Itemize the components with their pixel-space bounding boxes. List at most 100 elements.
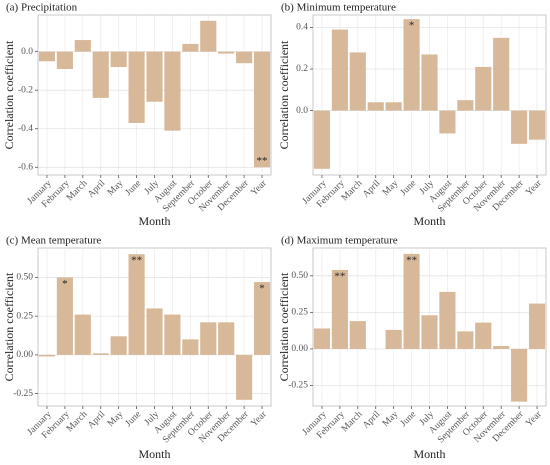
y-axis-label: Correlation coefficient	[2, 40, 16, 149]
bar	[74, 314, 91, 355]
x-tick-label: May	[106, 178, 126, 198]
x-axis-label: Month	[413, 214, 445, 228]
y-tick-label: -0.25	[13, 389, 33, 399]
bar	[403, 19, 420, 111]
bar	[511, 110, 528, 144]
bar	[218, 51, 235, 54]
significance-label: **	[131, 255, 142, 267]
x-tick-label: Year	[524, 178, 544, 198]
x-axis-label: Month	[138, 214, 170, 228]
y-tick-label: 0.0	[296, 106, 308, 116]
y-axis-label: Correlation coefficient	[2, 272, 16, 381]
bar	[164, 314, 181, 355]
bar	[56, 277, 73, 355]
bar	[164, 51, 181, 131]
x-tick-label: June	[399, 410, 418, 429]
x-axis-label: Month	[138, 447, 170, 461]
bar	[253, 282, 271, 355]
panel-title: (a) Precipitation	[6, 2, 78, 14]
significance-label: *	[409, 20, 415, 32]
bar	[253, 51, 271, 168]
bar	[92, 51, 109, 98]
bar	[385, 329, 402, 349]
bar	[511, 348, 528, 402]
bar	[38, 51, 56, 62]
x-tick-label: Year	[524, 409, 544, 429]
x-tick-label: April	[361, 409, 383, 431]
bar	[200, 20, 217, 52]
bar	[528, 110, 546, 140]
bar	[349, 52, 366, 111]
bar	[313, 110, 331, 169]
bar	[313, 328, 331, 349]
significance-label: **	[406, 254, 417, 266]
bar	[439, 291, 456, 349]
significance-label: **	[334, 270, 345, 282]
bar	[457, 100, 474, 111]
bar	[218, 322, 235, 355]
bar	[349, 321, 366, 349]
y-tick-label: 0.00	[16, 350, 33, 360]
bar	[128, 254, 145, 355]
bar	[92, 353, 109, 355]
y-axis-label: Correlation coefficient	[277, 40, 291, 149]
x-tick-label: May	[106, 409, 126, 429]
x-tick-label: April	[361, 178, 383, 200]
bar	[200, 322, 217, 355]
bar	[38, 354, 56, 357]
bar	[475, 66, 492, 111]
bar	[421, 54, 438, 111]
y-tick-label: -0.6	[18, 162, 33, 172]
y-tick-label: 0.50	[291, 271, 308, 281]
x-tick-label: March	[340, 409, 365, 434]
bar	[236, 51, 253, 64]
bar	[182, 43, 199, 52]
y-tick-label: 0.25	[291, 308, 308, 318]
x-tick-label: March	[65, 409, 90, 434]
significance-label: *	[62, 278, 68, 290]
bar	[367, 102, 384, 111]
bar	[439, 110, 456, 134]
y-tick-label: 0.00	[291, 344, 308, 354]
bar	[146, 308, 163, 355]
significance-label: *	[259, 283, 265, 295]
bar	[146, 51, 163, 102]
x-tick-label: June	[124, 410, 143, 429]
x-tick-label: March	[340, 178, 365, 203]
x-tick-label: March	[65, 178, 90, 203]
bar	[475, 322, 492, 349]
y-tick-label: 0.25	[16, 311, 33, 321]
x-tick-label: Year	[249, 409, 269, 429]
bar	[110, 336, 127, 355]
x-tick-label: June	[124, 179, 143, 198]
y-tick-label: -0.25	[288, 381, 308, 391]
bar	[110, 51, 127, 68]
bar	[403, 253, 420, 349]
panel-title: (d) Maximum temperature	[281, 235, 398, 247]
bar	[528, 303, 546, 349]
x-tick-label: June	[399, 179, 418, 198]
significance-label: **	[257, 155, 268, 167]
bar	[385, 102, 402, 111]
bar	[493, 37, 510, 111]
bar	[331, 269, 348, 349]
y-tick-label: -0.2	[18, 85, 33, 95]
bar	[182, 339, 199, 355]
bar	[493, 346, 510, 349]
panel-title: (b) Minimum temperature	[281, 2, 396, 14]
bar	[421, 315, 438, 349]
bar	[128, 51, 145, 123]
y-tick-label: 0.0	[21, 47, 33, 57]
x-tick-label: Year	[249, 178, 269, 198]
x-tick-label: May	[381, 409, 401, 429]
bar	[236, 354, 253, 400]
y-axis-label: Correlation coefficient	[277, 272, 291, 381]
y-tick-label: 0.2	[296, 64, 308, 74]
x-axis-label: Month	[413, 447, 445, 461]
x-tick-label: May	[381, 178, 401, 198]
y-tick-label: -0.4	[18, 124, 33, 134]
x-tick-label: April	[86, 409, 108, 431]
panel-title: (c) Mean temperature	[6, 235, 101, 247]
y-tick-label: 0.4	[296, 23, 308, 33]
